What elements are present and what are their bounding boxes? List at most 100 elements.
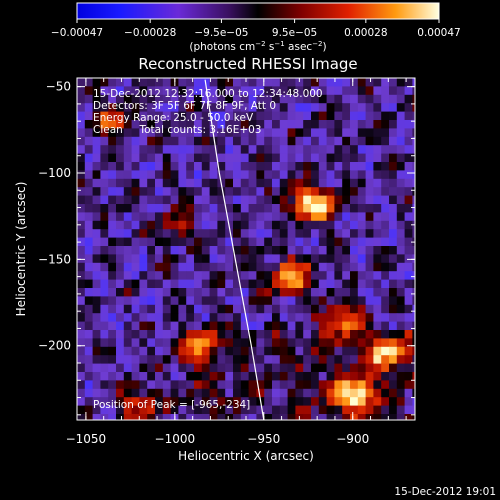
heatmap-cell xyxy=(357,195,366,205)
heatmap-cell xyxy=(303,136,312,146)
heatmap-cell xyxy=(233,204,242,213)
heatmap-cell xyxy=(404,86,413,96)
heatmap-cell xyxy=(217,128,226,138)
heatmap-cell xyxy=(92,321,101,331)
heatmap-cell xyxy=(357,271,366,280)
heatmap-cell xyxy=(342,380,351,390)
heatmap-cell xyxy=(334,254,343,264)
heatmap-cell xyxy=(256,170,265,180)
heatmap-cell xyxy=(256,304,265,314)
heatmap-cell xyxy=(311,153,320,163)
heatmap-cell xyxy=(318,304,327,314)
heatmap-cell xyxy=(233,330,242,339)
heatmap xyxy=(77,78,415,420)
heatmap-cell xyxy=(225,397,234,406)
heatmap-cell xyxy=(178,111,187,121)
heatmap-cell xyxy=(170,94,179,104)
heatmap-cell xyxy=(342,313,351,322)
heatmap-cell xyxy=(178,220,187,230)
heatmap-cell xyxy=(256,363,265,373)
heatmap-cell xyxy=(84,229,93,238)
heatmap-cell xyxy=(326,313,335,322)
heatmap-cell xyxy=(311,313,320,322)
heatmap-cell xyxy=(334,187,343,196)
heatmap-cell xyxy=(389,405,398,415)
heatmap-cell xyxy=(318,338,327,348)
heatmap-cell xyxy=(373,229,382,238)
heatmap-cell xyxy=(381,363,390,373)
heatmap-cell xyxy=(77,187,86,196)
heatmap-cell xyxy=(373,279,382,289)
heatmap-cell xyxy=(92,414,101,420)
heatmap-cell xyxy=(108,380,117,390)
heatmap-cell xyxy=(396,170,405,180)
heatmap-cell xyxy=(162,220,171,230)
heatmap-cell xyxy=(77,288,86,297)
heatmap-cell xyxy=(311,212,320,222)
heatmap-cell xyxy=(357,414,366,420)
heatmap-cell xyxy=(217,414,226,420)
heatmap-cell xyxy=(162,111,171,121)
heatmap-cell xyxy=(240,330,249,339)
heatmap-cell xyxy=(326,397,335,406)
heatmap-cell xyxy=(334,380,343,390)
heatmap-cell xyxy=(92,170,101,180)
heatmap-cell xyxy=(279,262,288,272)
heatmap-cell xyxy=(116,321,125,331)
heatmap-cell xyxy=(381,330,390,339)
heatmap-cell xyxy=(240,78,249,87)
heatmap-cell xyxy=(155,229,164,238)
heatmap-cell xyxy=(92,128,101,138)
heatmap-cell xyxy=(279,120,288,129)
heatmap-cell xyxy=(162,237,171,247)
heatmap-cell xyxy=(342,162,351,171)
heatmap-cell xyxy=(295,94,304,104)
heatmap-cell xyxy=(303,229,312,238)
heatmap-cell xyxy=(240,288,249,297)
heatmap-cell xyxy=(201,204,210,213)
heatmap-cell xyxy=(233,220,242,230)
heatmap-cell xyxy=(350,246,359,255)
heatmap-cell xyxy=(139,153,148,163)
heatmap-cell xyxy=(264,414,273,420)
heatmap-cell xyxy=(123,170,132,180)
heatmap-cell xyxy=(147,397,156,406)
heatmap-cell xyxy=(116,346,125,356)
x-tick-label: −900 xyxy=(336,432,369,446)
heatmap-cell xyxy=(389,321,398,331)
heatmap-cell xyxy=(100,338,109,348)
heatmap-cell xyxy=(131,229,140,238)
heatmap-cell xyxy=(350,363,359,373)
heatmap-cell xyxy=(84,246,93,255)
heatmap-cell xyxy=(342,120,351,129)
heatmap-cell xyxy=(233,237,242,247)
heatmap-cell xyxy=(303,321,312,331)
heatmap-cell xyxy=(334,120,343,129)
heatmap-cell xyxy=(131,153,140,163)
heatmap-cell xyxy=(279,405,288,415)
heatmap-cell xyxy=(108,78,117,87)
heatmap-cell xyxy=(100,288,109,297)
heatmap-cell xyxy=(123,78,132,87)
heatmap-cell xyxy=(373,388,382,398)
heatmap-cell xyxy=(326,86,335,96)
heatmap-cell xyxy=(404,212,413,222)
heatmap-cell xyxy=(123,246,132,255)
heatmap-cell xyxy=(396,204,405,213)
heatmap-cell xyxy=(186,111,195,121)
heatmap-cell xyxy=(147,330,156,339)
heatmap-cell xyxy=(287,162,296,171)
heatmap-cell xyxy=(116,363,125,373)
heatmap-cell xyxy=(342,153,351,163)
heatmap-cell xyxy=(311,355,320,364)
heatmap-cell xyxy=(233,128,242,138)
heatmap-cell xyxy=(139,414,148,420)
heatmap-cell xyxy=(139,120,148,129)
heatmap-cell xyxy=(162,279,171,289)
heatmap-cell xyxy=(311,380,320,390)
heatmap-cell xyxy=(389,338,398,348)
heatmap-cell xyxy=(396,321,405,331)
heatmap-cell xyxy=(412,229,415,238)
heatmap-cell xyxy=(248,271,257,280)
heatmap-cell xyxy=(178,178,187,188)
